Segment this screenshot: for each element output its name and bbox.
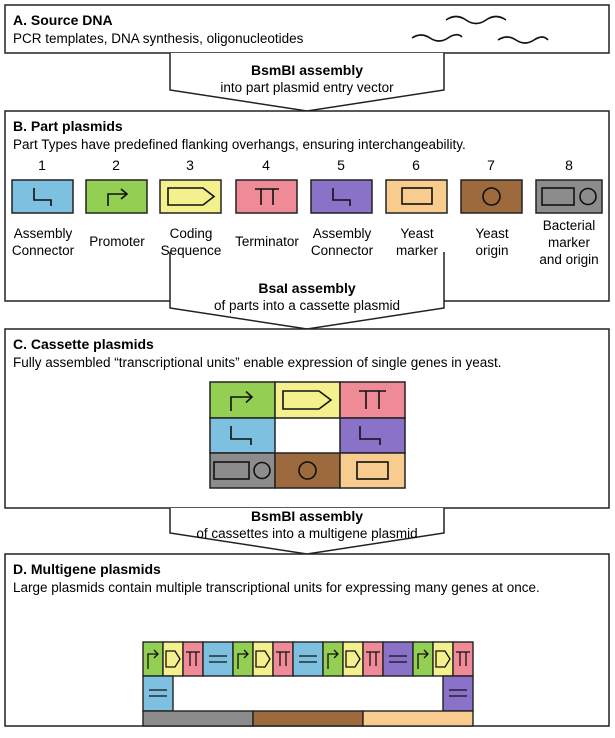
part-2-box xyxy=(85,179,148,214)
part-7-box xyxy=(460,179,523,214)
part-8-box xyxy=(535,179,603,214)
part-5-number: 5 xyxy=(337,157,345,173)
section-a-subtitle: PCR templates, DNA synthesis, oligonucle… xyxy=(13,31,304,46)
arrow-2-subtitle: of parts into a cassette plasmid xyxy=(213,298,401,313)
section-a-title: A. Source DNA xyxy=(13,12,113,28)
section-b-title: B. Part plasmids xyxy=(13,118,123,134)
part-5-label: Assembly Connector xyxy=(310,226,374,258)
section-d-subtitle: Large plasmids contain multiple transcri… xyxy=(13,580,540,595)
part-3-box xyxy=(159,179,222,214)
arrow-1-subtitle: into part plasmid entry vector xyxy=(220,80,394,95)
section-b-box xyxy=(4,110,610,302)
section-d-title: D. Multigene plasmids xyxy=(13,561,161,577)
part-3-number: 3 xyxy=(186,157,194,173)
part-4-box xyxy=(235,179,298,214)
arrow-2-title: BsaI assembly xyxy=(258,280,356,296)
part-1-number: 1 xyxy=(38,157,46,173)
part-7-number: 7 xyxy=(487,157,495,173)
part-6-box xyxy=(385,179,448,214)
part-6-label: Yeast marker xyxy=(395,226,438,258)
part-3-label: Coding Sequence xyxy=(160,226,222,258)
part-2-number: 2 xyxy=(112,157,120,173)
part-8-label: Bacterial marker and origin xyxy=(539,218,599,267)
part-1-box xyxy=(11,179,74,214)
part-5-box xyxy=(310,179,373,214)
section-c-title: C. Cassette plasmids xyxy=(13,336,154,352)
part-2-label: Promoter xyxy=(89,234,145,249)
arrow-3-subtitle: of cassettes into a multigene plasmid xyxy=(196,526,418,541)
part-6-number: 6 xyxy=(412,157,420,173)
part-7-label: Yeast origin xyxy=(475,226,509,258)
arrow-3-title: BsmBI assembly xyxy=(250,508,364,524)
part-4-number: 4 xyxy=(262,157,270,173)
cassette-grid xyxy=(209,381,406,489)
part-4-label: Terminator xyxy=(235,234,299,249)
dna-squiggle-icon xyxy=(411,15,549,44)
part-8-number: 8 xyxy=(565,157,573,173)
section-b-subtitle: Part Types have predefined flanking over… xyxy=(13,137,466,152)
section-c-subtitle: Fully assembled “transcriptional units” … xyxy=(13,355,502,370)
multigene-plasmid-glyphs xyxy=(147,649,470,697)
part-1-label: Assembly Connector xyxy=(11,226,75,258)
arrow-1-title: BsmBI assembly xyxy=(250,62,364,78)
